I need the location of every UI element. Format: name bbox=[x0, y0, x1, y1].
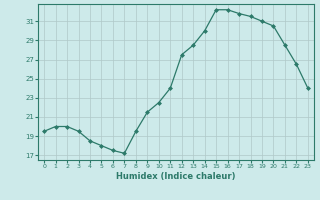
X-axis label: Humidex (Indice chaleur): Humidex (Indice chaleur) bbox=[116, 172, 236, 181]
